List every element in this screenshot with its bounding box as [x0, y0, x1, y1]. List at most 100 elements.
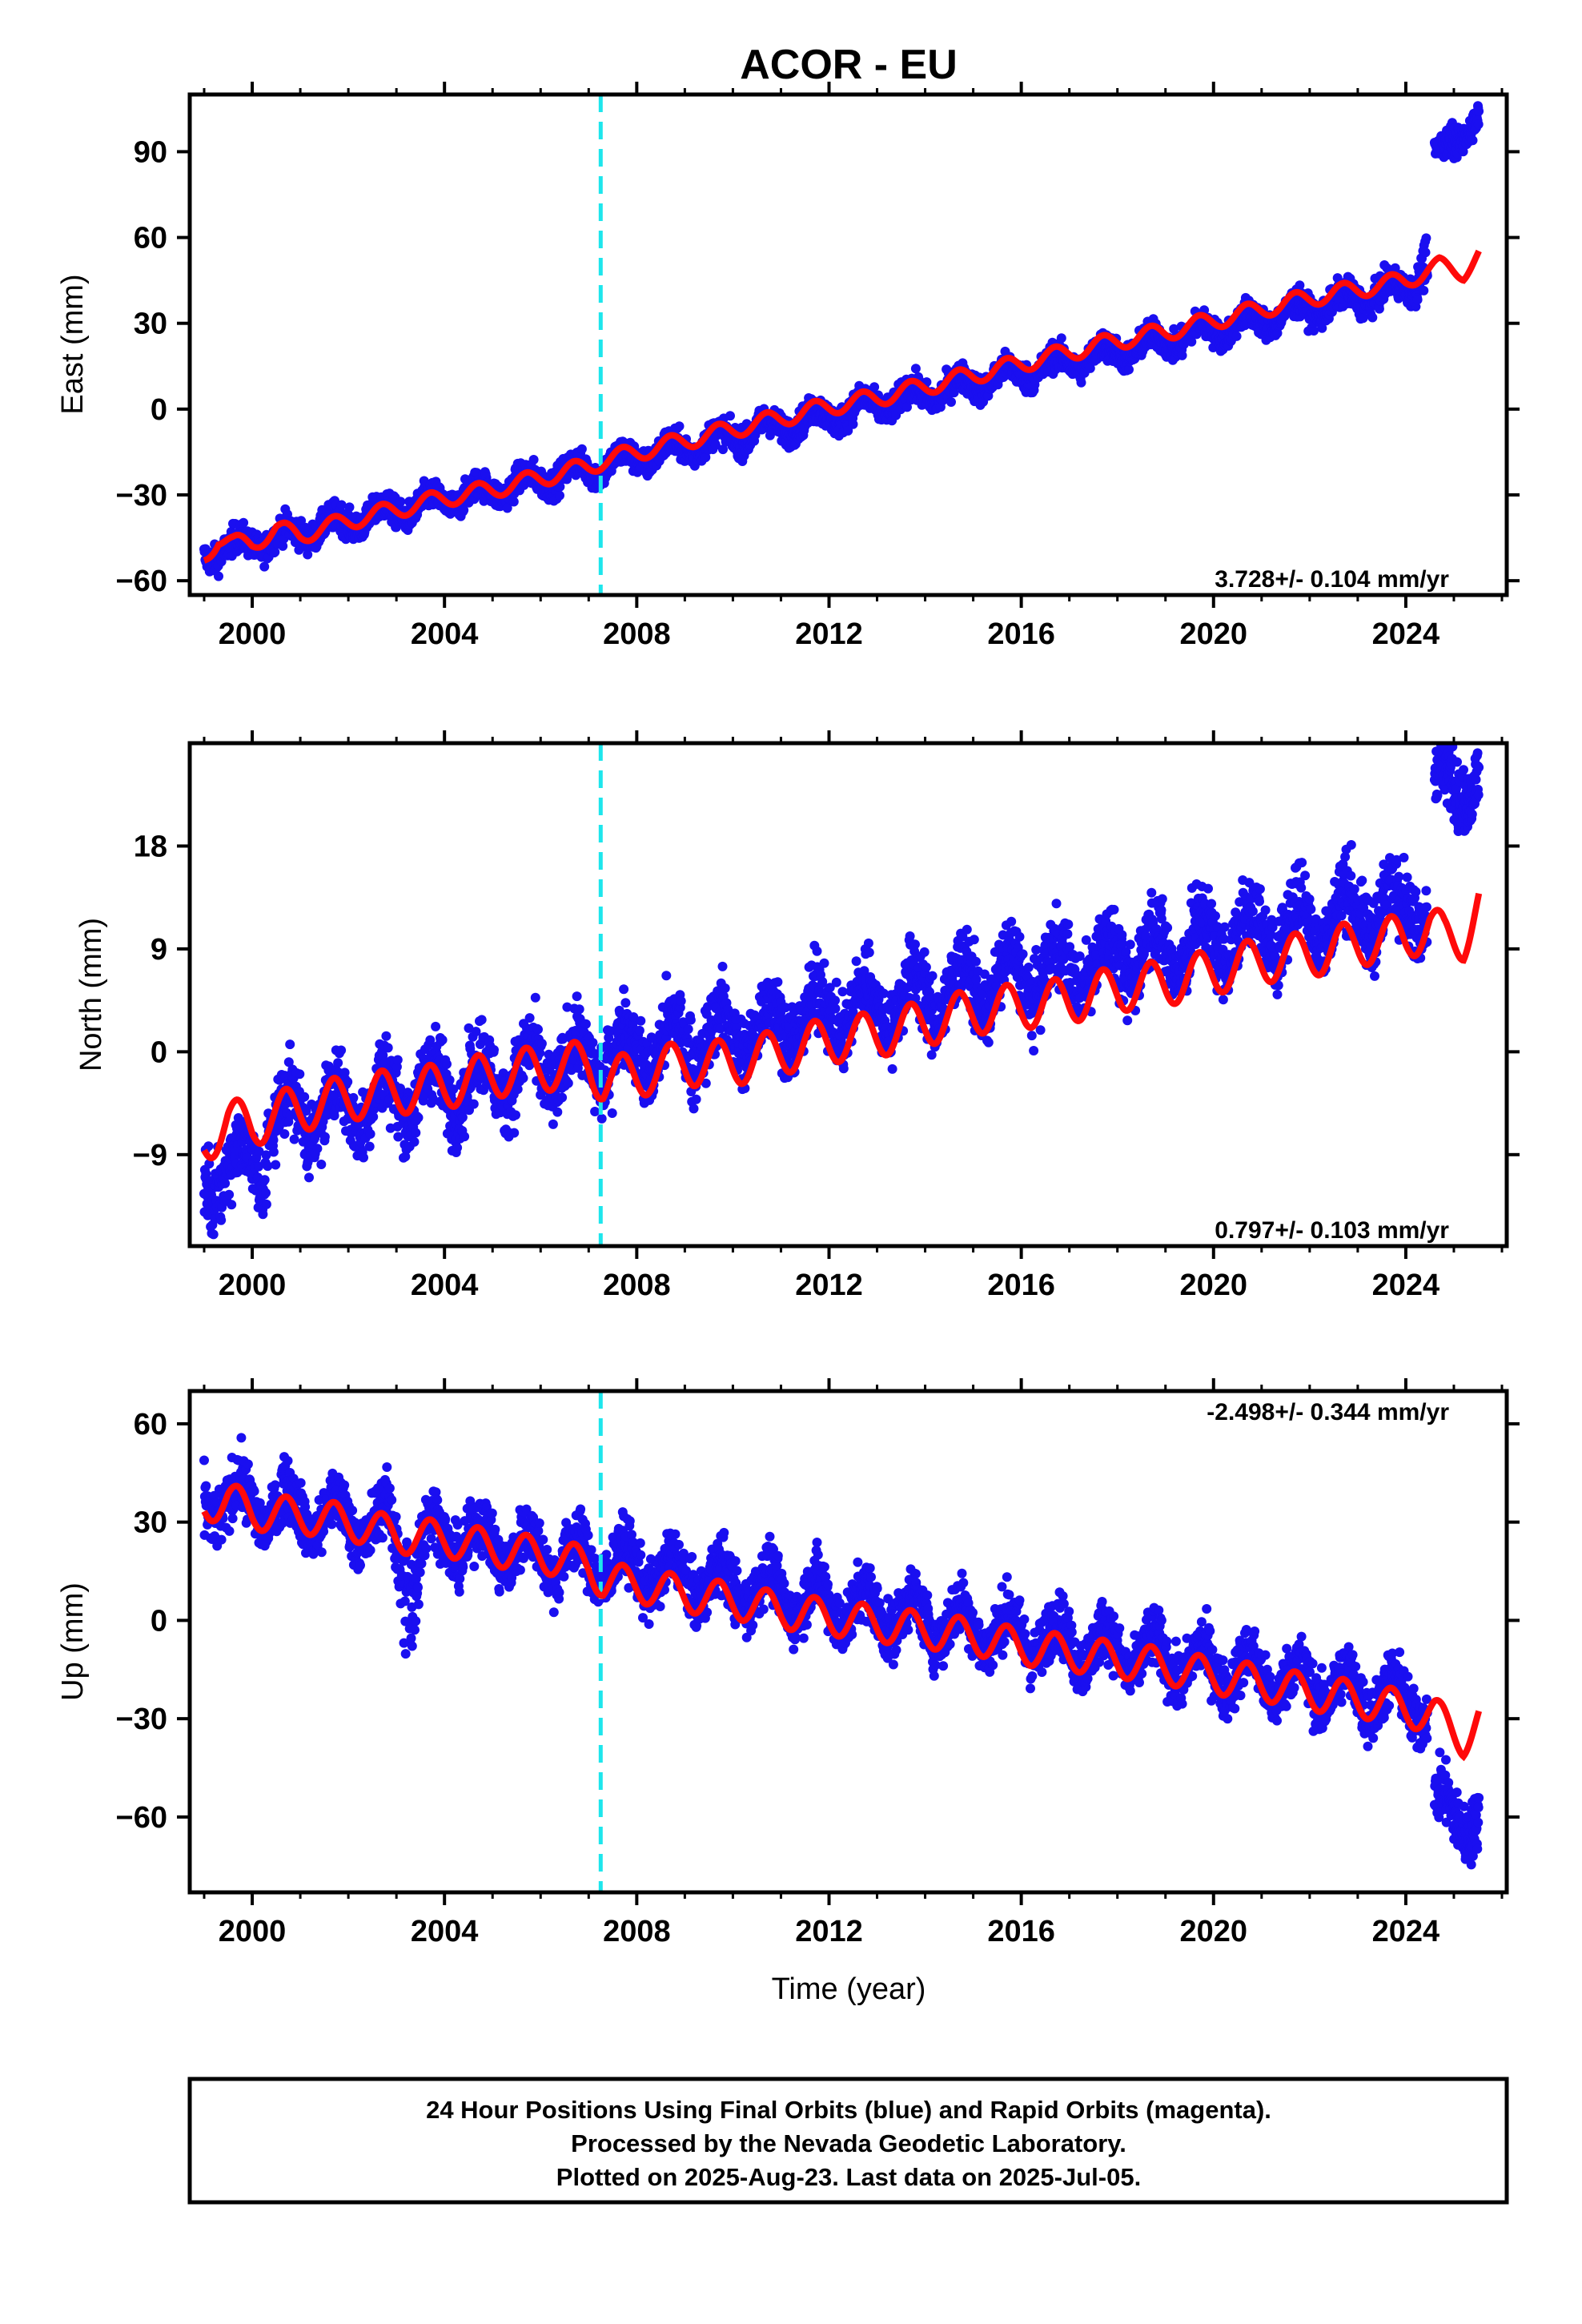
north-data-point — [588, 1038, 598, 1047]
east-y-tick-label: 30 — [134, 308, 167, 341]
east-x-tick-labels: 2000 2004 2008 2012 2016 2020 2024 — [219, 617, 1439, 651]
east-data-point — [214, 571, 223, 581]
north-data-point — [596, 1113, 607, 1124]
north-data-point — [268, 1147, 279, 1157]
north-data-point — [285, 1039, 295, 1050]
north-data-point — [628, 1012, 639, 1022]
north-data-point — [216, 1215, 227, 1225]
east-data-point — [508, 497, 519, 507]
east-data-point — [1085, 363, 1095, 373]
east-data-point — [1473, 119, 1484, 130]
east-data-point — [270, 547, 280, 557]
east-data-point — [396, 497, 406, 507]
north-data-point — [279, 1129, 290, 1139]
east-plot-frame — [187, 92, 1509, 597]
north-data-point — [359, 1152, 368, 1163]
east-data-point — [459, 505, 469, 515]
east-data-point — [848, 419, 858, 429]
north-data-point — [590, 1107, 600, 1116]
north-data-point — [683, 1024, 693, 1035]
north-data-point — [289, 1134, 299, 1144]
north-data-point — [368, 1112, 379, 1122]
north-data-point — [227, 1200, 237, 1210]
north-data-points — [199, 743, 1484, 1240]
east-data-point — [239, 517, 249, 528]
north-data-point — [336, 1045, 347, 1055]
east-data-point — [869, 382, 880, 392]
east-data-point — [555, 481, 565, 492]
east-data-point — [1056, 333, 1066, 344]
north-data-point — [428, 1093, 438, 1104]
north-data-point — [605, 1026, 616, 1036]
north-data-point — [258, 1209, 268, 1220]
north-data-point — [208, 1229, 219, 1240]
east-data-point — [576, 444, 587, 454]
east-data-point — [910, 364, 921, 374]
north-data-point — [343, 1076, 353, 1087]
north-data-point — [295, 1069, 305, 1080]
north-data-point — [283, 1057, 294, 1068]
east-data-point — [1458, 147, 1468, 157]
east-data-point — [902, 402, 912, 412]
north-data-point — [316, 1160, 327, 1169]
north-data-point — [261, 1199, 271, 1209]
east-data-point — [701, 452, 711, 463]
north-data-point — [304, 1172, 314, 1183]
east-x-tick-label: 2004 — [411, 617, 479, 651]
north-data-point — [620, 998, 631, 1008]
north-data-point — [301, 1106, 311, 1116]
north-data-point — [393, 1132, 404, 1142]
east-data-point — [718, 444, 728, 455]
north-data-point — [471, 1027, 481, 1037]
north-data-point — [536, 1039, 547, 1049]
east-y-tick-label: 60 — [134, 222, 167, 255]
east-data-point — [1169, 324, 1179, 334]
north-data-point — [634, 1025, 644, 1035]
east-data-point — [278, 541, 288, 551]
figure-title: ACOR - EU — [740, 42, 958, 88]
north-data-point — [220, 1178, 231, 1188]
north-data-point — [552, 1107, 563, 1117]
north-data-point — [204, 1159, 215, 1169]
north-data-point — [259, 1175, 270, 1185]
north-data-point — [444, 1075, 455, 1085]
east-data-point — [1295, 280, 1305, 291]
north-data-point — [476, 1015, 487, 1025]
north-data-point — [460, 1132, 470, 1142]
east-y-tick-label: −60 — [116, 565, 167, 598]
north-data-point — [574, 1004, 584, 1015]
east-data-point — [1420, 247, 1431, 258]
north-data-point — [312, 1144, 323, 1154]
north-data-point — [562, 1002, 572, 1012]
north-data-point — [685, 1015, 696, 1025]
east-data-point — [303, 549, 313, 560]
east-data-point — [296, 516, 307, 526]
north-data-point — [580, 1019, 591, 1029]
east-data-point — [946, 397, 956, 407]
north-data-point — [268, 1135, 279, 1145]
north-data-point — [411, 1128, 421, 1138]
north-data-point — [512, 1084, 523, 1095]
north-data-point — [524, 1013, 535, 1023]
north-data-point — [224, 1189, 235, 1200]
north-data-point — [572, 991, 582, 1002]
north-data-point — [636, 1015, 646, 1026]
east-data-point — [1317, 323, 1327, 333]
north-data-point — [548, 1119, 558, 1129]
east-y-tick-label: 90 — [134, 135, 167, 169]
north-data-point — [263, 1161, 273, 1172]
east-x-tick-label: 2020 — [1180, 617, 1248, 651]
north-data-point — [381, 1031, 391, 1041]
north-data-point — [619, 984, 629, 995]
north-data-point — [530, 992, 540, 1003]
north-data-point — [464, 1023, 474, 1033]
east-data-point — [1421, 233, 1431, 243]
north-data-point — [676, 996, 686, 1006]
east-data-point — [1367, 312, 1378, 323]
north-data-point — [299, 1092, 310, 1102]
north-data-point — [437, 1035, 448, 1045]
north-data-point — [511, 1110, 520, 1120]
east-x-tick-label: 2012 — [795, 617, 863, 651]
